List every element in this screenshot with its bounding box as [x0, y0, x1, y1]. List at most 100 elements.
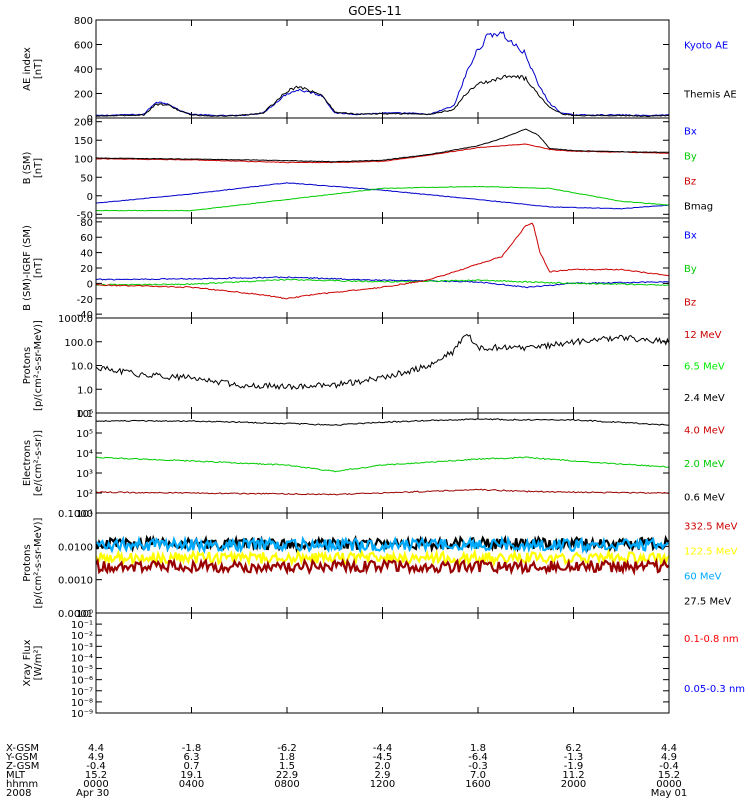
y-tick-label: 0.1	[77, 409, 93, 420]
x-axis-tick-value: 0800	[274, 779, 299, 790]
x-axis-tick-value: -4.5	[373, 752, 393, 763]
y-tick-label: 0.0001	[58, 609, 93, 620]
y-tick-label: 10¹	[76, 509, 93, 520]
series-line	[96, 31, 669, 117]
x-axis-tick-value: 1600	[465, 779, 490, 790]
y-axis-label: Protons[p/(cm²-s-sr-MeV)]	[22, 517, 44, 608]
x-axis-row-label: MLT	[6, 770, 26, 781]
series-group	[96, 128, 669, 212]
y-tick-label: 400	[74, 65, 93, 76]
legend-entry: 0.1-0.8 nm	[684, 634, 739, 645]
series-line	[96, 488, 669, 496]
x-axis-tick-value: 4.9	[661, 752, 677, 763]
x-axis-tick-value: -4.4	[373, 743, 393, 754]
y-tick-label: 10³	[76, 469, 93, 480]
y-tick-label: 10⁻³	[71, 642, 93, 653]
x-axis-tick-value: 15.2	[658, 770, 680, 781]
x-axis-tick-value: 0000	[83, 779, 108, 790]
x-axis-tick-value: -6.2	[277, 743, 297, 754]
x-axis-row-label: X-GSM	[6, 743, 39, 754]
series-line	[96, 535, 669, 555]
legend-entry: Bz	[684, 177, 696, 188]
y-tick-label: -50	[77, 210, 93, 221]
legend-entry: By	[684, 264, 697, 275]
x-axis-tick-value: -0.4	[659, 761, 679, 772]
y-tick-label: 60	[80, 233, 93, 244]
series-line	[96, 128, 669, 163]
y-tick-label: 20	[80, 264, 93, 275]
panel-1: 0 200 400 600 800 AE index[nT] Kyoto AE Themis …	[22, 16, 737, 125]
y-tick-label: 200	[74, 118, 93, 129]
y-tick-label: 80	[80, 218, 93, 229]
y-tick-label: -20	[77, 295, 93, 306]
series-group	[96, 222, 669, 300]
legend-entry: 6.5 MeV	[684, 362, 725, 373]
x-axis-tick-value: 4.9	[88, 752, 104, 763]
y-axis-label-line: [nT]	[33, 158, 44, 178]
legend-entry: Bmag	[684, 202, 713, 213]
legend-entry: 27.5 MeV	[684, 597, 731, 608]
y-tick-label: 50	[80, 173, 93, 184]
x-axis-tick-value: 15.2	[85, 770, 107, 781]
y-tick-label: 600	[74, 41, 93, 52]
x-axis-tick-value: -0.4	[86, 761, 106, 772]
y-tick-label: 800	[74, 16, 93, 27]
series-line	[96, 456, 669, 473]
y-axis-label-line: Xray Flux	[22, 639, 33, 686]
y-tick-label: 10⁻⁹	[71, 709, 93, 720]
x-axis-tick-value: May 01	[651, 788, 688, 799]
series-line	[96, 333, 669, 391]
x-axis-tick-value: 2.9	[375, 770, 391, 781]
y-tick-label: 0	[87, 114, 93, 125]
x-axis-tick-value: -6.4	[468, 752, 488, 763]
panel-frame	[95, 117, 670, 219]
y-axis-label-line: [nT]	[33, 59, 44, 79]
x-axis-row-label: Y-GSM	[5, 752, 38, 763]
panel-frame	[95, 412, 670, 514]
legend-entry: Bx	[684, 231, 697, 242]
legend-entry: By	[684, 152, 697, 163]
series-line	[96, 182, 669, 210]
y-tick-label: 1000.0	[58, 314, 93, 325]
series-line	[96, 548, 669, 568]
legend-entry: 332.5 MeV	[684, 522, 738, 533]
x-axis-tick-value: 7.0	[470, 770, 486, 781]
x-axis-row-label: hhmm	[6, 779, 38, 790]
panel-2: -50 0 50 100 150 200 B (SM)[nT] Bx By Bz Bmag	[22, 117, 713, 221]
x-axis-tick-value: 6.2	[566, 743, 582, 754]
x-axis-tick-value: -1.8	[182, 743, 202, 754]
legend-entry: 12 MeV	[684, 330, 722, 341]
x-axis-tick-value: 2.0	[375, 761, 391, 772]
y-axis-label-line: Electrons	[22, 440, 33, 486]
y-axis-label-line: AE index	[22, 47, 33, 91]
y-tick-label: 100	[74, 155, 93, 166]
y-tick-label: 10²	[76, 489, 93, 500]
y-tick-label: 10⁻⁷	[71, 687, 93, 698]
y-tick-label: 10⁵	[76, 429, 93, 440]
y-tick-label: 10⁻⁸	[71, 698, 93, 709]
x-axis-tick-value: 6.3	[184, 752, 200, 763]
x-axis-tick-value: 19.1	[180, 770, 202, 781]
y-axis-label-line: [p/(cm²-s-sr-MeV)]	[33, 320, 44, 411]
y-axis-label-line: [nT]	[33, 258, 44, 278]
legend-entry: 0.05-0.3 nm	[684, 684, 745, 695]
panel-3: -40 -20 0 20 40 60 80 B (SM)-IGRF (SM)[nT] Bx By B…	[22, 217, 697, 321]
series-group	[96, 333, 669, 391]
y-axis-label: AE index[nT]	[22, 47, 44, 91]
series-group	[96, 31, 669, 117]
y-tick-label: 0.0100	[58, 542, 93, 553]
legend-entry: 2.4 MeV	[684, 393, 725, 404]
x-axis-annotations: X-GSMY-GSMZ-GSMMLThhmm20084.44.9-0.415.2…	[5, 743, 687, 799]
series-group	[96, 534, 669, 576]
y-tick-label: 0	[87, 192, 93, 203]
y-axis-label: Protons[p/(cm²-s-sr-MeV)]	[22, 320, 44, 411]
series-line	[96, 418, 669, 426]
y-tick-label: -40	[77, 310, 93, 321]
y-tick-label: 10⁶	[76, 409, 93, 420]
panel-frame	[95, 317, 670, 414]
x-axis-tick-value: 1200	[370, 779, 395, 790]
series-group	[96, 418, 669, 496]
y-axis-label-line: [W/m²]	[33, 645, 44, 680]
x-axis-tick-value: 0.7	[184, 761, 200, 772]
